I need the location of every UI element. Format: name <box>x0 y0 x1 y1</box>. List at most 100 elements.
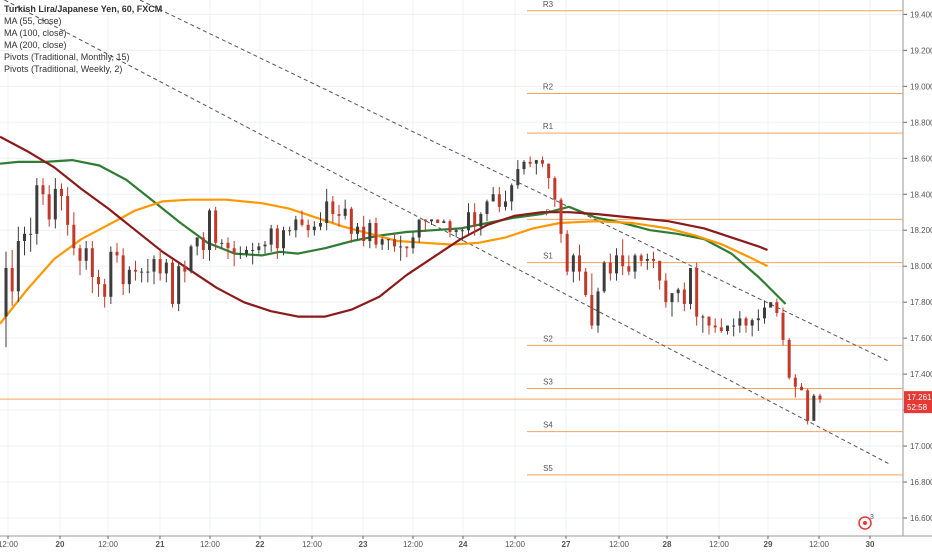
candle <box>386 239 390 251</box>
x-tick-label: 22 <box>256 540 265 549</box>
candle <box>590 273 594 330</box>
candle <box>109 246 113 304</box>
candle-body <box>454 230 458 233</box>
candle <box>584 268 588 297</box>
candle-body <box>442 221 446 224</box>
candle <box>4 251 8 348</box>
candle-body <box>689 268 692 304</box>
candle-body <box>393 239 396 247</box>
candle <box>300 210 304 227</box>
candle-body <box>473 212 477 227</box>
candle-body <box>738 318 742 326</box>
candle <box>343 199 347 220</box>
candle <box>800 383 803 391</box>
candle-body <box>171 262 174 304</box>
candle-body <box>275 228 279 249</box>
candle-body <box>10 268 14 292</box>
candle-body <box>423 219 427 222</box>
candle-body <box>411 237 415 249</box>
candle-body <box>23 233 26 242</box>
price-tag-value: 17.261 <box>907 393 932 402</box>
candle-body <box>238 253 242 255</box>
candle-body <box>245 250 248 254</box>
candle-body <box>541 160 544 164</box>
candle <box>134 260 137 281</box>
y-tick-label: 18.200 <box>910 226 932 235</box>
candle-body <box>516 169 520 186</box>
alert-badge-icon[interactable]: 3 <box>858 514 874 530</box>
candle <box>294 215 298 238</box>
candle-body <box>726 325 729 331</box>
candle-body <box>399 246 403 248</box>
candle <box>497 187 501 213</box>
candle <box>652 251 655 268</box>
y-tick-label: 16.600 <box>910 514 932 523</box>
candle-body <box>639 255 643 261</box>
candle <box>571 253 575 283</box>
candle <box>337 205 341 227</box>
candle <box>670 293 674 317</box>
candle-body <box>294 219 298 231</box>
y-tick-label: 18.000 <box>910 262 932 271</box>
candle-body <box>769 302 773 308</box>
candle <box>541 156 544 168</box>
candle-body <box>682 289 686 304</box>
candle <box>534 160 538 175</box>
candle-body <box>491 194 495 202</box>
candle-body <box>534 160 538 164</box>
candle <box>66 187 70 236</box>
candle-body <box>121 255 125 285</box>
candle <box>177 262 181 312</box>
x-tick-label: 12:00 <box>505 540 526 549</box>
candle-body <box>343 208 347 216</box>
candle-body <box>547 163 551 179</box>
candle <box>331 196 335 224</box>
candle <box>53 178 57 229</box>
candle <box>78 244 82 276</box>
x-axis: 12:00 20 12:00 21 12:00 22 12:00 23 12:00 24 12:00… <box>0 535 932 549</box>
candle-body <box>263 244 267 247</box>
candle-body <box>744 318 748 326</box>
candle <box>596 287 600 333</box>
candle <box>269 224 273 252</box>
candle <box>312 221 316 236</box>
candle <box>578 244 581 281</box>
candle <box>707 316 711 335</box>
candle-body <box>90 248 94 277</box>
candle <box>806 388 810 425</box>
candle <box>818 393 822 403</box>
candle-body <box>177 266 181 304</box>
x-tick-label: 27 <box>562 540 571 549</box>
candle-body <box>386 239 390 241</box>
series-ma100 <box>0 198 768 325</box>
candle-body <box>633 255 637 272</box>
candle <box>257 242 261 254</box>
candle <box>695 262 699 326</box>
candle <box>405 246 409 258</box>
candle <box>127 266 131 294</box>
candle <box>226 237 230 260</box>
candle <box>97 269 100 297</box>
candle <box>84 241 88 270</box>
candle-body <box>676 289 680 294</box>
candle-body <box>602 262 606 292</box>
candle <box>306 219 310 238</box>
candle-body <box>460 230 464 232</box>
candle-body <box>584 271 588 295</box>
legend-title: Turkish Lira/Japanese Yen, 60, FXCM <box>4 4 163 14</box>
candle-body <box>29 233 33 235</box>
series-ma55 <box>0 159 787 305</box>
candle <box>658 260 662 290</box>
candle <box>460 228 464 242</box>
x-tick-label: 21 <box>156 540 165 549</box>
candle-body <box>818 395 822 400</box>
candle <box>362 215 366 247</box>
candle <box>553 176 557 207</box>
candle <box>164 259 168 283</box>
price-tag-box <box>904 391 932 414</box>
candle-body <box>608 262 612 274</box>
candle <box>393 233 396 252</box>
